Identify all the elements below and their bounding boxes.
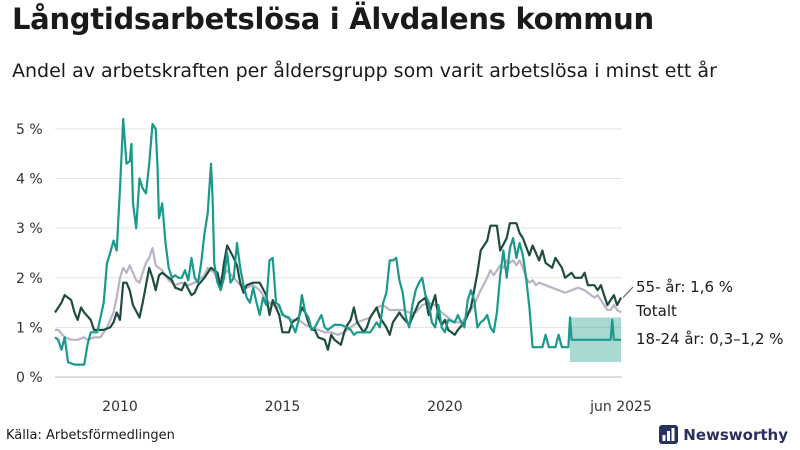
- series-line-2: [54, 117, 621, 366]
- y-tick-label: 4 %: [16, 172, 43, 188]
- y-tick-label: 3 %: [16, 221, 43, 237]
- series-line-0: [54, 222, 622, 351]
- y-tick-label: 0 %: [16, 370, 43, 386]
- end-label-connector: [622, 286, 634, 298]
- x-tick-label: 2010: [102, 399, 138, 415]
- chart-title: Långtidsarbetslösa i Älvdalens kommun: [12, 2, 654, 36]
- x-axis-tick-labels: 2010 2015 2020 jun 2025: [102, 399, 652, 415]
- x-tick-label: 2015: [265, 399, 301, 415]
- x-tick-label: jun 2025: [589, 399, 652, 415]
- series-line-1: [55, 246, 622, 341]
- y-tick-label: 1 %: [16, 320, 43, 336]
- end-label-1: Totalt: [635, 302, 677, 320]
- series-lines: [54, 117, 622, 366]
- chart-subtitle: Andel av arbetskraften per åldersgrupp s…: [12, 60, 717, 82]
- end-labels: 55- år: 1,6 % Totalt 18-24 år: 0,3–1,2 %: [622, 278, 784, 348]
- bar-chart-icon: [659, 425, 679, 444]
- gridlines: [55, 128, 622, 378]
- end-label-0: 55- år: 1,6 %: [636, 278, 733, 296]
- end-label-2: 18-24 år: 0,3–1,2 %: [636, 330, 784, 348]
- x-tick-label: 2020: [427, 399, 463, 415]
- y-tick-label: 2 %: [16, 271, 43, 287]
- y-tick-label: 5 %: [16, 122, 43, 138]
- y-axis-tick-labels: 0 % 1 % 2 % 3 % 4 % 5 %: [16, 122, 43, 386]
- brand-logo[interactable]: Newsworthy: [659, 425, 788, 444]
- brand-name: Newsworthy: [683, 425, 788, 444]
- source-note: Källa: Arbetsförmedlingen: [6, 428, 175, 443]
